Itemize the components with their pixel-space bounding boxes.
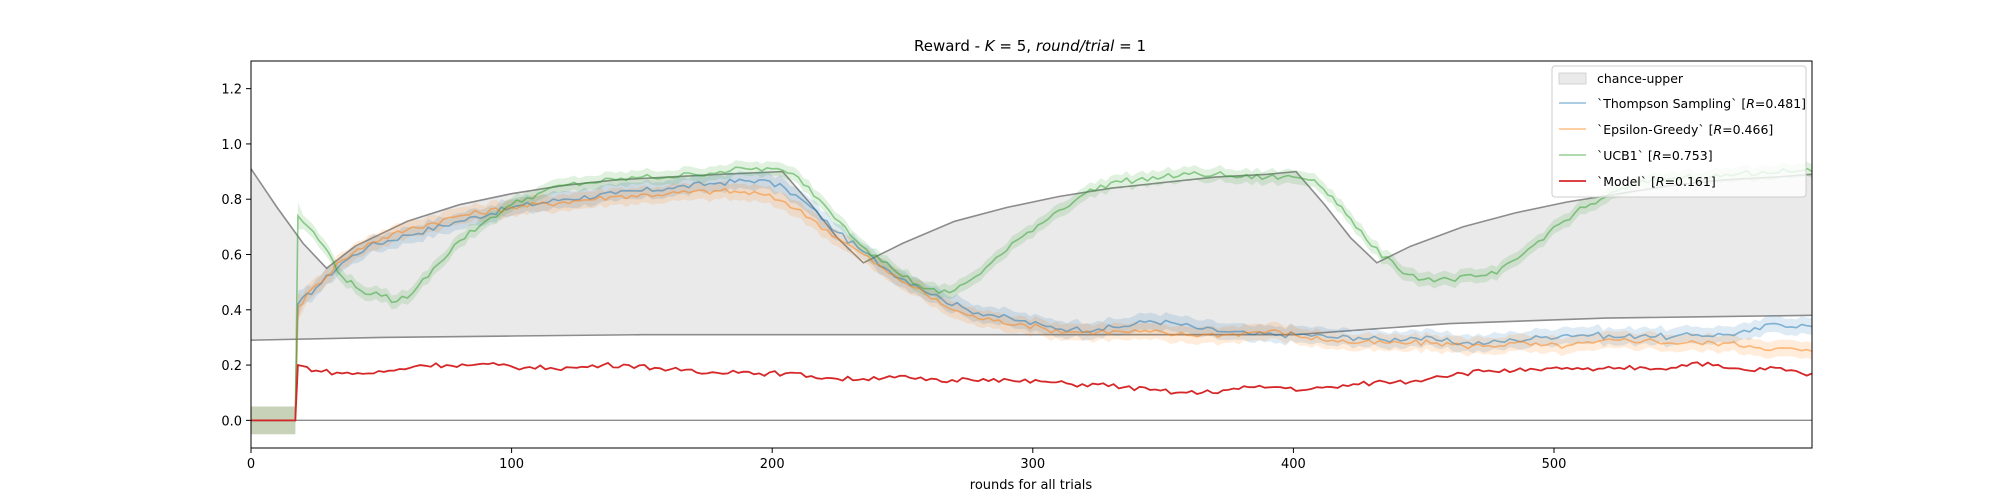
x-tick-label: 400 xyxy=(1281,457,1306,472)
x-tick-label: 500 xyxy=(1542,457,1567,472)
legend-label-epsilon-greedy: `Epsilon-Greedy` [R=0.466] xyxy=(1597,122,1773,137)
x-tick-label: 200 xyxy=(760,457,785,472)
legend-model-suffix: =0.161] xyxy=(1665,174,1716,189)
series-line-thompson-sampling xyxy=(251,178,1812,422)
legend: chance-upper `Thompson Sampling` [R=0.48… xyxy=(1551,65,1807,198)
legend-thompson-prefix: `Thompson Sampling` [ xyxy=(1597,96,1746,111)
y-tick-label: 0.2 xyxy=(221,359,242,374)
y-tick-label: 0.0 xyxy=(221,414,242,429)
y-tick-label: 0.4 xyxy=(221,304,242,319)
legend-swatch-chance-upper xyxy=(1558,72,1587,85)
legend-label-ucb1: `UCB1` [R=0.753] xyxy=(1597,148,1713,163)
series-lines xyxy=(251,166,1812,422)
legend-epsilon-prefix: `Epsilon-Greedy` [ xyxy=(1597,122,1713,137)
legend-ucb1-r: R xyxy=(1653,148,1662,163)
chance-upper-band xyxy=(251,168,1812,341)
title-k-equals: = 5, xyxy=(995,37,1036,55)
title-prefix: Reward - xyxy=(914,37,985,55)
y-tick-label: 1.0 xyxy=(221,138,242,153)
legend-model-prefix: `Model` [ xyxy=(1597,174,1656,189)
legend-label-thompson-sampling: `Thompson Sampling` [R=0.481] xyxy=(1597,96,1806,111)
x-tick-label: 300 xyxy=(1020,457,1045,472)
title-rt-equals: = 1 xyxy=(1114,37,1146,55)
legend-ucb1-suffix: =0.753] xyxy=(1661,148,1712,163)
legend-model-r: R xyxy=(1656,174,1665,189)
legend-thompson-r: R xyxy=(1746,96,1755,111)
y-tick-label: 1.2 xyxy=(221,83,242,98)
legend-ucb1-prefix: `UCB1` [ xyxy=(1597,148,1653,163)
legend-epsilon-r: R xyxy=(1713,122,1722,137)
legend-box xyxy=(1551,65,1807,198)
x-tick-label: 0 xyxy=(247,457,255,472)
legend-epsilon-suffix: =0.466] xyxy=(1722,122,1773,137)
y-axis-ticks: 0.0 0.2 0.4 0.6 0.8 1.0 1.2 xyxy=(221,83,251,429)
y-tick-label: 0.8 xyxy=(221,193,242,208)
legend-label-chance-upper: chance-upper xyxy=(1597,71,1684,86)
chance-lower-line xyxy=(251,314,1812,341)
chance-upper-line xyxy=(251,168,1812,270)
legend-thompson-suffix: =0.481] xyxy=(1755,96,1806,111)
x-axis-ticks: 0 100 200 300 400 500 xyxy=(247,448,1567,472)
series-line-model xyxy=(251,361,1812,422)
chart-title: Reward - K = 5, round/trial = 1 xyxy=(914,37,1146,55)
title-rt-symbol: round/trial xyxy=(1036,37,1115,55)
series-line-ucb1 xyxy=(251,166,1812,422)
y-tick-label: 0.6 xyxy=(221,249,242,264)
legend-label-model: `Model` [R=0.161] xyxy=(1597,174,1716,189)
title-k-symbol: K xyxy=(985,37,996,55)
x-tick-label: 100 xyxy=(499,457,524,472)
x-axis-label: rounds for all trials xyxy=(970,478,1093,493)
